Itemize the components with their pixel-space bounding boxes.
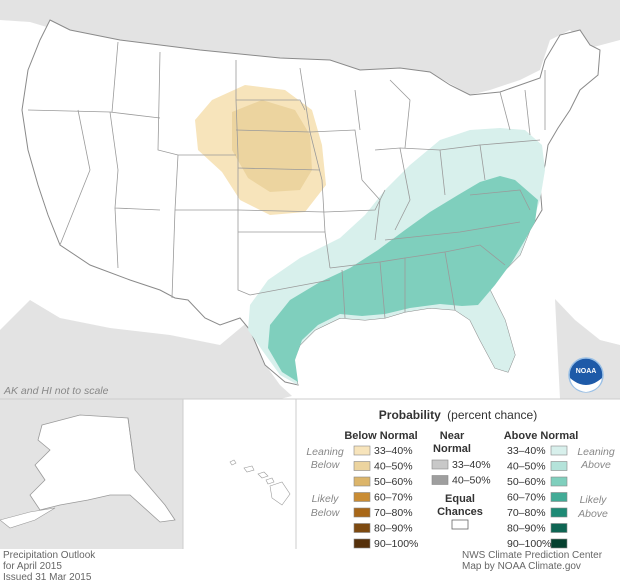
above-bin-swatch-1 (550, 461, 568, 471)
probability-shading (195, 85, 545, 385)
above-leaning-label-2: Above (580, 459, 611, 471)
below-leaning-label-1: Leaning (306, 446, 344, 458)
below-bin-swatch-2 (353, 476, 371, 487)
below-bin-label-1: 40–50% (374, 461, 413, 473)
below-bin-swatch-4 (353, 507, 371, 518)
below-likely-label-2: Below (311, 507, 341, 519)
above-bin-label-5: 80–90% (507, 523, 546, 535)
above-bin-label-4: 70–80% (507, 507, 546, 519)
equal-chances-label-1: Equal (445, 493, 475, 505)
footer-source: NWS Climate Prediction Center (462, 550, 603, 561)
above-bin-swatch-2 (550, 476, 568, 487)
above-bin-label-2: 50–60% (507, 476, 546, 488)
below-bin-label-3: 60–70% (374, 492, 413, 504)
near-normal-header-1: Near (440, 430, 465, 442)
near-bin-label-1: 40–50% (452, 475, 491, 487)
below-bin-swatch-1 (353, 461, 371, 471)
footer-credit: Map by NOAA Climate.gov (462, 561, 581, 572)
footer-right: NWS Climate Prediction Center Map by NOA… (462, 550, 602, 572)
below-bin-label-6: 90–100% (374, 538, 418, 550)
above-bin-label-6: 90–100% (507, 538, 551, 550)
footer-period: for April 2015 (3, 561, 62, 572)
legend: Probability (percent chance) Below Norma… (297, 400, 620, 550)
footer-left: Precipitation Outlook for April 2015 Iss… (3, 550, 95, 583)
below-bin-swatch-0 (353, 445, 371, 456)
above-likely-label-2: Above (577, 508, 608, 520)
above-normal-header: Above Normal (504, 430, 579, 442)
near-normal-bins: 33–40% 40–50% (431, 459, 491, 487)
above-bin-swatch-5 (550, 523, 568, 533)
below-bin-label-5: 80–90% (374, 523, 413, 535)
legend-title: Probability (percent chance) (379, 408, 537, 422)
surrounding-land (0, 0, 620, 399)
below-bin-swatch-3 (353, 492, 371, 502)
above-bin-swatch-0 (550, 445, 568, 456)
above-50-60-area (268, 176, 538, 382)
alaska-inset (0, 399, 183, 549)
below-bin-label-4: 70–80% (374, 507, 413, 519)
scale-note: AK and HI not to scale (3, 385, 109, 397)
below-bin-label-2: 50–60% (374, 476, 413, 488)
above-bin-swatch-4 (550, 507, 568, 518)
above-likely-label-1: Likely (580, 494, 608, 506)
near-normal-header-2: Normal (433, 443, 471, 455)
above-bin-label-3: 60–70% (507, 492, 546, 504)
equal-chances-swatch (451, 519, 469, 530)
above-bin-label-1: 40–50% (507, 461, 546, 473)
below-bin-label-0: 33–40% (374, 445, 413, 457)
below-likely-label-1: Likely (312, 493, 340, 505)
noaa-logo-icon: NOAA (568, 357, 604, 393)
equal-chances-label-2: Chances (437, 506, 483, 518)
below-normal-bins: 33–40% 40–50% 50–60% 60–70% 70–80% 80–90% 90–1… (353, 445, 418, 550)
footer-issued: Issued 31 Mar 2015 (3, 572, 92, 583)
above-bin-swatch-6 (550, 538, 568, 549)
footer-product: Precipitation Outlook (3, 550, 96, 561)
above-normal-bins: 33–40% 40–50% 50–60% 60–70% 70–80% 80–90% 90–1… (507, 445, 568, 550)
above-leaning-label-1: Leaning (577, 446, 615, 458)
below-normal-header: Below Normal (344, 430, 417, 442)
above-bin-label-0: 33–40% (507, 445, 546, 457)
near-bin-label-0: 33–40% (452, 459, 491, 471)
near-bin-swatch-1 (431, 475, 449, 485)
below-bin-swatch-5 (353, 523, 371, 533)
hawaii-inset (184, 399, 296, 549)
above-bin-swatch-3 (550, 492, 568, 502)
near-bin-swatch-0 (431, 459, 449, 470)
below-bin-swatch-6 (353, 538, 371, 549)
below-leaning-label-2: Below (311, 459, 341, 471)
svg-text:NOAA: NOAA (576, 368, 597, 375)
state-boundaries (27, 41, 546, 319)
